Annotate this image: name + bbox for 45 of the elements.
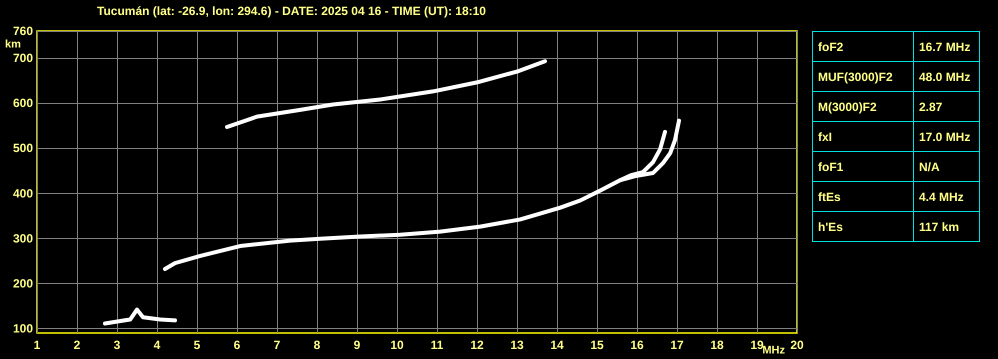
text: 17.0 MHz (914, 122, 980, 152)
text: fxI (812, 122, 914, 152)
text: ftEs (812, 182, 914, 212)
y-tick-label: 500 (12, 141, 34, 156)
text: 16.7 MHz (914, 32, 980, 62)
x-tick-label: 2 (74, 338, 81, 352)
text: foF1 (812, 152, 914, 182)
y-tick-label: 600 (12, 96, 34, 110)
chart-title: Tucumán (lat: -26.9, lon: 294.6) - DATE: 2025 04 16 - TIME (UT): 18:10 (97, 4, 486, 18)
text: N/A (914, 152, 980, 182)
y-tick-label: 100 (12, 321, 34, 336)
y-tick-label: 700 (12, 51, 34, 66)
text: 4.4 MHz (914, 182, 980, 212)
x-tick-label: 1 (34, 338, 41, 352)
x-tick-label: 18 (710, 338, 724, 352)
x-tick-label: 16 (630, 338, 644, 352)
x-tick-label: 17 (670, 338, 684, 352)
x-tick-label: 12 (470, 338, 484, 352)
text: M(3000)F2 (812, 92, 914, 122)
x-tick-label: 11 (430, 338, 444, 352)
x-tick-label: 4 (154, 338, 161, 352)
y-tick-label: 400 (12, 186, 34, 200)
y-tick-label: 200 (12, 276, 34, 290)
y-tick-label: 760 (12, 24, 34, 38)
x-tick-label: 7 (274, 338, 281, 352)
x-tick-label: 15 (590, 338, 604, 352)
text: foF2 (812, 32, 914, 62)
x-tick-label: 3 (114, 338, 121, 352)
text: MUF(3000)F2 (812, 62, 914, 92)
x-tick-label: 5 (194, 338, 201, 352)
text: 2.87 (914, 92, 980, 122)
x-tick-label: 6 (234, 338, 241, 352)
x-tick-label: 14 (550, 338, 564, 352)
x-tick-label: 20 (790, 338, 804, 352)
x-axis-title: MHz (762, 344, 786, 356)
x-tick-label: 10 (390, 338, 404, 352)
text: 48.0 MHz (914, 62, 980, 92)
x-tick-label: 13 (510, 338, 524, 352)
x-tick-label: 8 (314, 338, 321, 352)
y-tick-label: 300 (12, 231, 34, 246)
x-tick-label: 9 (354, 338, 361, 352)
text: h'Es (812, 212, 914, 242)
text: 117 km (914, 212, 980, 242)
x-tick-label: 19 (750, 338, 764, 352)
y-axis-title: km (5, 38, 22, 50)
